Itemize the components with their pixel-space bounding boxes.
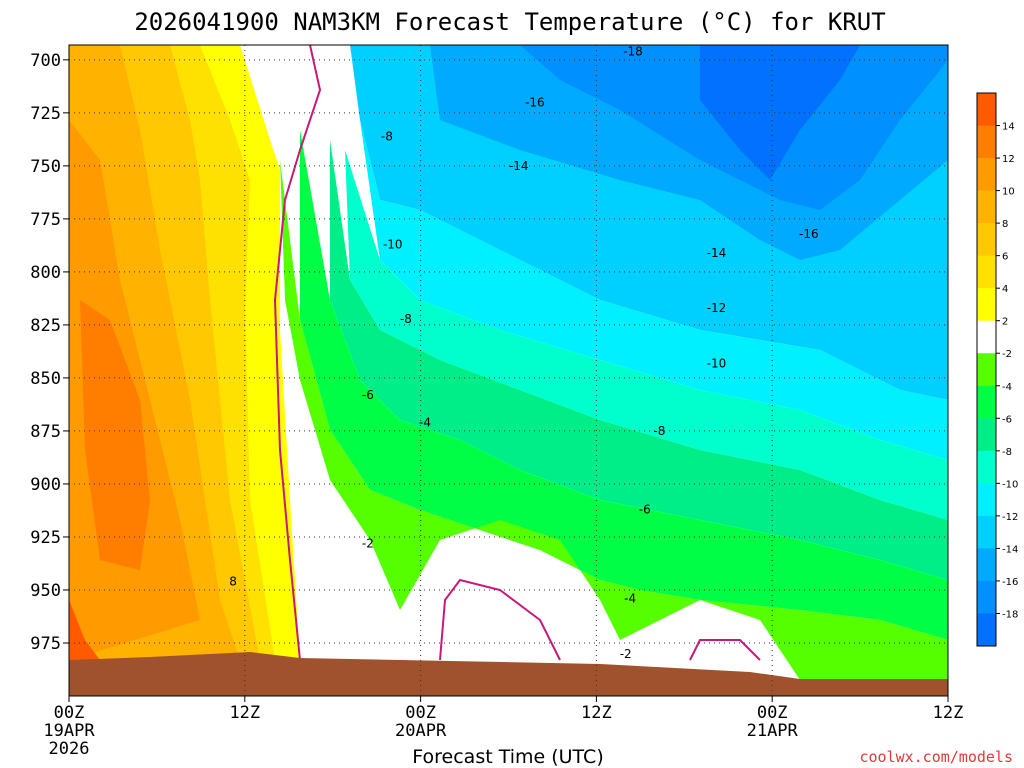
freezing-contour-2 <box>439 578 561 661</box>
terrain <box>69 652 948 696</box>
colorbar-label: -2 <box>1002 349 1012 360</box>
region-minus-4 <box>280 160 948 680</box>
x-tick-label: 00Z <box>54 703 85 723</box>
colorbar-label: 6 <box>1002 252 1008 263</box>
contour-label: -2 <box>362 537 374 551</box>
region-minus-12 <box>360 120 948 460</box>
y-tick-label: 800 <box>30 263 61 283</box>
contour-label: -8 <box>653 424 665 438</box>
colorbar-label: -16 <box>1002 577 1018 588</box>
region-minus-10 <box>345 150 948 520</box>
colorbar-swatch <box>977 548 996 582</box>
credit-text: coolwx.com/models <box>859 748 1013 766</box>
colorbar-label: -10 <box>1002 479 1018 490</box>
contour-label: -6 <box>362 388 374 402</box>
contour-label: -14 <box>707 246 727 260</box>
contour-label: -18 <box>623 45 643 59</box>
colorbar-swatch <box>977 483 996 517</box>
x-tick-year: 2026 <box>49 739 90 759</box>
colorbar-label: 4 <box>1002 284 1008 295</box>
colorbar: 14 12 10 8 6 4 2 -2 -4 -6 -8 -10 -12 -14 -16 -18 <box>976 92 1018 647</box>
colorbar-swatch <box>977 125 996 159</box>
contour-label: -10 <box>383 238 403 252</box>
y-tick-label: 825 <box>30 316 61 336</box>
colorbar-label: 8 <box>1002 219 1008 230</box>
contour-label: -2 <box>620 647 632 661</box>
y-tick-label: 950 <box>30 581 61 601</box>
contour-labels: -18 -16 -16 -14 -14 -12 -10 -10 -8 -8 -8 -6 -6 -4 -4 -2… <box>229 45 818 661</box>
x-tick-date: 19APR <box>43 721 95 741</box>
colorbar-swatch <box>977 190 996 224</box>
colorbar-label: -6 <box>1002 414 1012 425</box>
colorbar-label: 12 <box>1002 154 1015 165</box>
colorbar-label: -12 <box>1002 512 1018 523</box>
y-tick-label: 700 <box>30 51 61 71</box>
x-tick-label: 12Z <box>933 703 964 723</box>
contour-label: -4 <box>624 592 636 606</box>
colorbar-label: 14 <box>1002 122 1015 133</box>
y-tick-label: 850 <box>30 369 61 389</box>
colorbar-label: -8 <box>1002 447 1012 458</box>
freezing-contour <box>273 45 322 661</box>
region-plus-14 <box>69 600 100 660</box>
colorbar-label: 10 <box>1002 187 1015 198</box>
x-tick-date: 20APR <box>395 721 447 741</box>
y-tick-label: 775 <box>30 210 61 230</box>
contour-label: -8 <box>400 312 412 326</box>
colorbar-label: -18 <box>1002 609 1018 620</box>
contour-label: -14 <box>509 159 529 173</box>
contour-label: -16 <box>799 227 819 241</box>
colorbar-swatch <box>977 320 996 354</box>
y-tick-label: 750 <box>30 157 61 177</box>
colorbar-swatch <box>977 385 996 419</box>
colorbar-swatch <box>977 613 996 647</box>
contour-label: 8 <box>229 575 237 589</box>
x-tick-label: 12Z <box>229 703 260 723</box>
colorbar-label: -4 <box>1002 382 1012 393</box>
contour-label: -12 <box>707 301 727 315</box>
contour-label: -4 <box>419 416 431 430</box>
colorbar-swatch <box>977 418 996 452</box>
colorbar-frame <box>976 92 997 647</box>
contour-label: -16 <box>525 95 545 109</box>
colorbar-swatch <box>977 255 996 289</box>
colorbar-swatch <box>977 515 996 549</box>
y-tick-label: 975 <box>30 634 61 654</box>
contour-label: -8 <box>381 129 393 143</box>
colorbar-swatch <box>977 223 996 257</box>
temperature-field <box>69 45 948 696</box>
contour-label: -6 <box>639 503 651 517</box>
colorbar-swatch <box>977 580 996 614</box>
y-tick-label: 725 <box>30 104 61 124</box>
colorbar-swatch <box>977 158 996 192</box>
x-tick-label: 00Z <box>757 703 788 723</box>
colorbar-swatch <box>977 93 996 127</box>
x-tick-label: 12Z <box>581 703 612 723</box>
colorbar-swatch <box>977 450 996 484</box>
x-tick-date: 21APR <box>747 721 799 741</box>
freezing-contour-3 <box>689 639 761 661</box>
x-axis-label: Forecast Time (UTC) <box>412 746 603 768</box>
region-plus-12 <box>80 300 150 570</box>
colorbar-label: -14 <box>1002 544 1018 555</box>
colorbar-swatch <box>977 353 996 387</box>
y-tick-label: 925 <box>30 528 61 548</box>
plot-frame <box>68 44 949 697</box>
x-tick-label: 00Z <box>405 703 436 723</box>
colorbar-swatch <box>977 288 996 322</box>
y-tick-label: 900 <box>30 475 61 495</box>
chart-title: 2026041900 NAM3KM Forecast Temperature (… <box>134 8 885 36</box>
region-minus-8 <box>330 140 948 580</box>
region-minus-20 <box>700 45 860 180</box>
region-minus-6 <box>300 130 948 640</box>
colorbar-label: 2 <box>1002 317 1008 328</box>
contour-label: -10 <box>707 356 727 370</box>
y-axis: 700 725 750 775 800 825 850 875 900 925 950 975 <box>30 51 69 654</box>
y-tick-label: 875 <box>30 422 61 442</box>
